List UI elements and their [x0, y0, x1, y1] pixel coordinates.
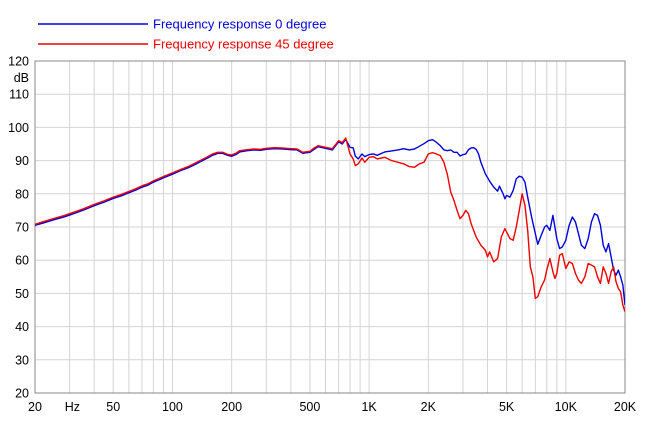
x-tick-label: 10K — [555, 400, 578, 414]
series-group — [35, 137, 625, 312]
y-tick-label: 70 — [15, 221, 29, 235]
y-axis-label: dB — [14, 71, 29, 85]
legend: Frequency response 0 degree Frequency res… — [38, 17, 334, 52]
y-tick-label: 50 — [15, 287, 29, 301]
y-tick-label: 110 — [9, 88, 29, 102]
x-tick-label: 20K — [614, 400, 637, 414]
y-tick-label: 90 — [15, 154, 29, 168]
y-tick-label: 30 — [15, 353, 29, 367]
x-tick-label: 500 — [299, 400, 320, 414]
y-tick-label: 20 — [15, 387, 29, 401]
x-axis-unit-label: Hz — [65, 400, 80, 414]
x-tick-label: 200 — [221, 400, 242, 414]
x-tick-label: 2K — [421, 400, 437, 414]
x-tick-label: 100 — [162, 400, 183, 414]
y-tick-label: 100 — [8, 121, 29, 135]
y-tick-label: 120 — [8, 55, 29, 69]
series-line-0-degree — [35, 138, 625, 306]
y-tick-label: 80 — [15, 187, 29, 201]
series-line-45-degree — [35, 137, 625, 312]
y-tick-label: 60 — [15, 254, 29, 268]
x-tick-label: 5K — [499, 400, 515, 414]
x-tick-label: 20 — [28, 400, 42, 414]
y-tick-label: 40 — [15, 320, 29, 334]
legend-label: Frequency response 45 degree — [153, 37, 334, 52]
plot-frame — [34, 60, 626, 394]
legend-label: Frequency response 0 degree — [153, 17, 326, 32]
x-tick-label: 50 — [106, 400, 120, 414]
x-tick-label: 1K — [361, 400, 377, 414]
